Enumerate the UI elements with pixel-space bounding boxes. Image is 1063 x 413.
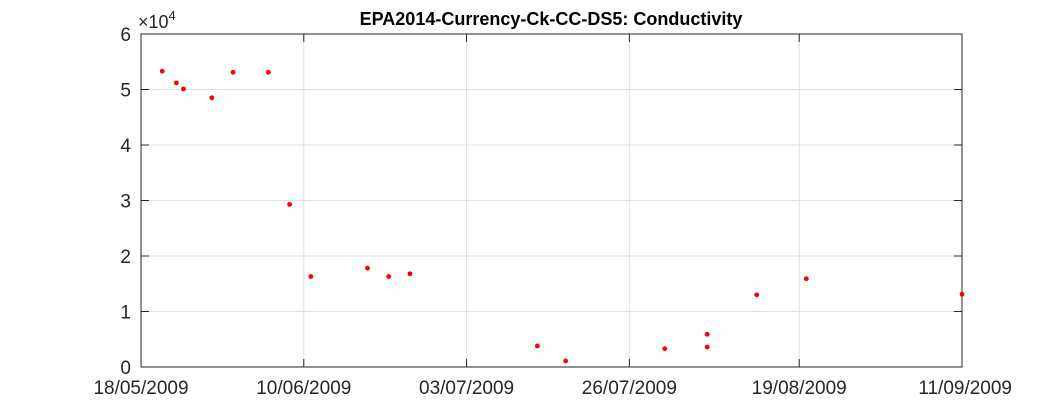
data-point <box>159 68 165 74</box>
y-tick-labels: 0 1 2 3 4 5 6 <box>120 25 131 379</box>
x-tick-label: 19/08/2009 <box>752 378 847 399</box>
axis-ticks <box>140 33 963 368</box>
chart-title: EPA2014-Currency-Ck-CC-DS5: Conductivity <box>360 9 743 29</box>
data-point <box>230 69 236 75</box>
y-multiplier-exponent: 4 <box>169 8 176 23</box>
data-point <box>365 265 370 271</box>
data-point <box>563 358 569 364</box>
y-tick-label: 0 <box>120 358 131 379</box>
y-tick-label: 1 <box>120 303 131 324</box>
x-tick-labels: 18/05/2009 10/06/2009 03/07/2009 26/07/2009… <box>93 378 1012 399</box>
x-tick-label: 03/07/2009 <box>419 378 514 399</box>
data-point <box>173 80 179 86</box>
y-tick-label: 4 <box>120 136 131 157</box>
y-tick-label: 6 <box>120 25 131 46</box>
data-point <box>265 69 271 75</box>
y-tick-label: 3 <box>120 192 131 213</box>
data-points <box>159 68 965 364</box>
data-point <box>287 201 293 207</box>
data-point <box>803 276 809 282</box>
x-tick-label: 18/05/2009 <box>93 378 188 399</box>
x-tick-label: 26/07/2009 <box>582 378 677 399</box>
data-point <box>407 271 413 277</box>
data-point <box>209 95 215 101</box>
data-point <box>534 343 540 349</box>
data-point <box>704 344 710 350</box>
grid-lines <box>141 34 962 367</box>
data-point <box>959 291 965 297</box>
data-point <box>386 274 392 279</box>
x-tick-label: 11/09/2009 <box>918 378 1012 399</box>
y-multiplier-base: ×10 <box>138 12 169 32</box>
data-point <box>181 86 186 92</box>
data-point <box>308 274 314 279</box>
y-tick-label: 5 <box>120 81 131 102</box>
y-axis-multiplier: ×104 <box>138 8 176 32</box>
x-tick-label: 10/06/2009 <box>256 378 351 399</box>
data-point <box>754 292 760 298</box>
y-tick-label: 2 <box>120 247 131 268</box>
data-point <box>704 331 710 337</box>
data-point <box>662 346 668 352</box>
